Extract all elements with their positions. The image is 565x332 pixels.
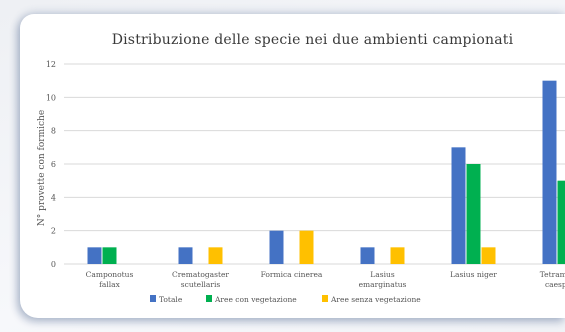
bar-aree-con-vegetazione <box>102 247 117 264</box>
bar-aree-con-vegetazione <box>557 180 565 264</box>
x-tick-label: Formica cinerea <box>261 270 323 279</box>
y-axis-label: N° provette con formiche <box>37 110 47 226</box>
x-tick-label: Camponotus <box>86 270 134 279</box>
x-tick-label: Lasius <box>370 270 395 279</box>
bar-totale <box>178 247 193 264</box>
x-tick-label: caespitum <box>545 280 565 289</box>
bar-aree-senza-vegetazione <box>390 247 405 264</box>
y-tick-label: 2 <box>51 227 56 236</box>
y-tick-label: 8 <box>51 127 56 136</box>
bar-totale <box>360 247 375 264</box>
bar-totale <box>269 230 284 264</box>
y-tick-labels: 0 2 4 6 8 10 12 <box>46 60 56 269</box>
grid-lines <box>64 63 565 265</box>
bar-aree-con-vegetazione <box>466 164 481 264</box>
x-tick-label: Lasius niger <box>450 270 497 279</box>
y-tick-label: 0 <box>51 260 56 269</box>
chart-title: Distribuzione delle specie nei due ambie… <box>111 32 514 48</box>
chart-card: Distribuzione delle specie nei due ambie… <box>20 14 565 318</box>
x-tick-label: fallax <box>99 280 121 289</box>
y-tick-label: 6 <box>51 160 56 169</box>
y-tick-label: 12 <box>46 60 56 69</box>
legend-label: Aree senza vegetazione <box>330 295 421 304</box>
bars <box>87 80 565 265</box>
legend: Totale Aree con vegetazione Aree senza veg… <box>150 295 421 304</box>
bar-totale <box>87 247 102 264</box>
bar-totale <box>542 80 557 265</box>
bar-totale <box>451 147 466 264</box>
bar-aree-senza-vegetazione <box>299 230 314 264</box>
legend-label: Totale <box>159 295 183 304</box>
y-tick-label: 10 <box>46 93 56 102</box>
legend-swatch <box>150 295 156 302</box>
x-tick-label: Tetramorium <box>540 270 565 279</box>
legend-swatch <box>206 295 212 302</box>
x-tick-label: Crematogaster <box>172 270 229 279</box>
x-tick-label: scutellaris <box>181 280 221 289</box>
legend-label: Aree con vegetazione <box>214 295 297 304</box>
bar-aree-senza-vegetazione <box>208 247 223 264</box>
y-tick-label: 4 <box>51 193 56 202</box>
x-tick-label: emarginatus <box>359 280 407 289</box>
bar-aree-senza-vegetazione <box>481 247 496 264</box>
legend-swatch <box>322 295 328 302</box>
